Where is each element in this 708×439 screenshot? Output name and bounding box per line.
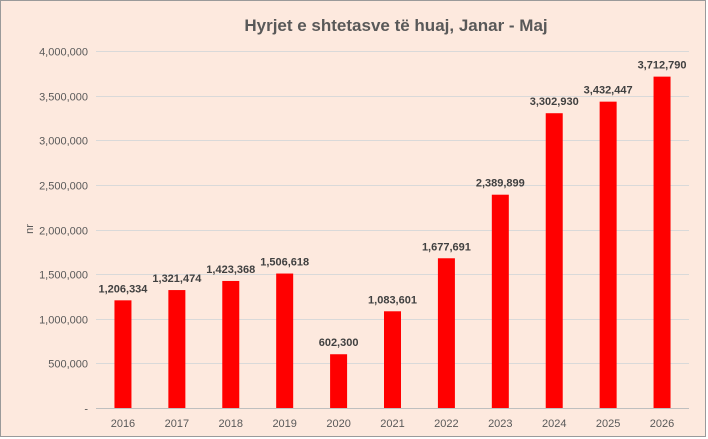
y-axis-ticks: - 500,000 1,000,000 1,500,000 2,000,000 2,500… — [39, 47, 88, 416]
bar — [222, 280, 240, 408]
x-tick-label: 2022 — [434, 418, 458, 430]
data-label: 1,083,601 — [368, 294, 417, 306]
y-tick-label: 1,500,000 — [39, 270, 88, 282]
y-tick-label: 4,000,000 — [39, 47, 88, 59]
data-label: 3,432,447 — [584, 85, 633, 97]
bar — [437, 258, 455, 408]
x-tick-label: 2019 — [272, 418, 296, 430]
y-tick-label: - — [84, 404, 88, 416]
data-label: 3,712,790 — [638, 60, 687, 72]
bar — [653, 76, 671, 409]
data-label: 2,389,899 — [476, 178, 525, 190]
bar — [276, 273, 294, 408]
bar — [491, 194, 509, 408]
x-tick-label: 2026 — [650, 418, 674, 430]
x-axis-ticks: 2016 2017 2018 2019 2020 2021 2022 2023 2024 2025… — [111, 418, 675, 430]
data-label: 1,321,474 — [152, 273, 202, 285]
x-tick-label: 2020 — [326, 418, 350, 430]
y-tick-label: 500,000 — [48, 359, 88, 371]
data-labels: 1,206,334 1,321,474 1,423,368 1,506,618 602,… — [98, 60, 686, 350]
x-tick-label: 2023 — [488, 418, 512, 430]
x-tick-label: 2021 — [380, 418, 404, 430]
bars — [114, 76, 671, 409]
bar — [114, 300, 132, 408]
y-tick-label: 3,500,000 — [39, 92, 88, 104]
x-tick-label: 2017 — [165, 418, 189, 430]
data-label: 3,302,930 — [530, 96, 579, 108]
bar — [545, 113, 563, 408]
y-tick-label: 2,000,000 — [39, 226, 88, 238]
data-label: 1,677,691 — [422, 241, 471, 253]
bar — [384, 311, 401, 408]
y-tick-label: 2,500,000 — [39, 181, 88, 193]
y-tick-label: 1,000,000 — [39, 315, 88, 327]
gridlines — [96, 51, 689, 409]
y-axis-label: nr — [24, 224, 36, 234]
chart-title: Hyrjet e shtetasve të huaj, Janar - Maj — [244, 16, 547, 35]
bar — [599, 101, 617, 408]
y-tick-label: 3,000,000 — [39, 136, 88, 148]
data-label: 602,300 — [319, 337, 359, 349]
x-tick-label: 2016 — [111, 418, 135, 430]
data-label: 1,206,334 — [98, 283, 148, 295]
x-tick-label: 2025 — [596, 418, 620, 430]
bar — [168, 290, 186, 408]
bar — [330, 354, 348, 408]
data-label: 1,506,618 — [260, 257, 309, 269]
x-tick-label: 2018 — [219, 418, 243, 430]
x-tick-label: 2024 — [542, 418, 566, 430]
data-label: 1,423,368 — [206, 264, 255, 276]
